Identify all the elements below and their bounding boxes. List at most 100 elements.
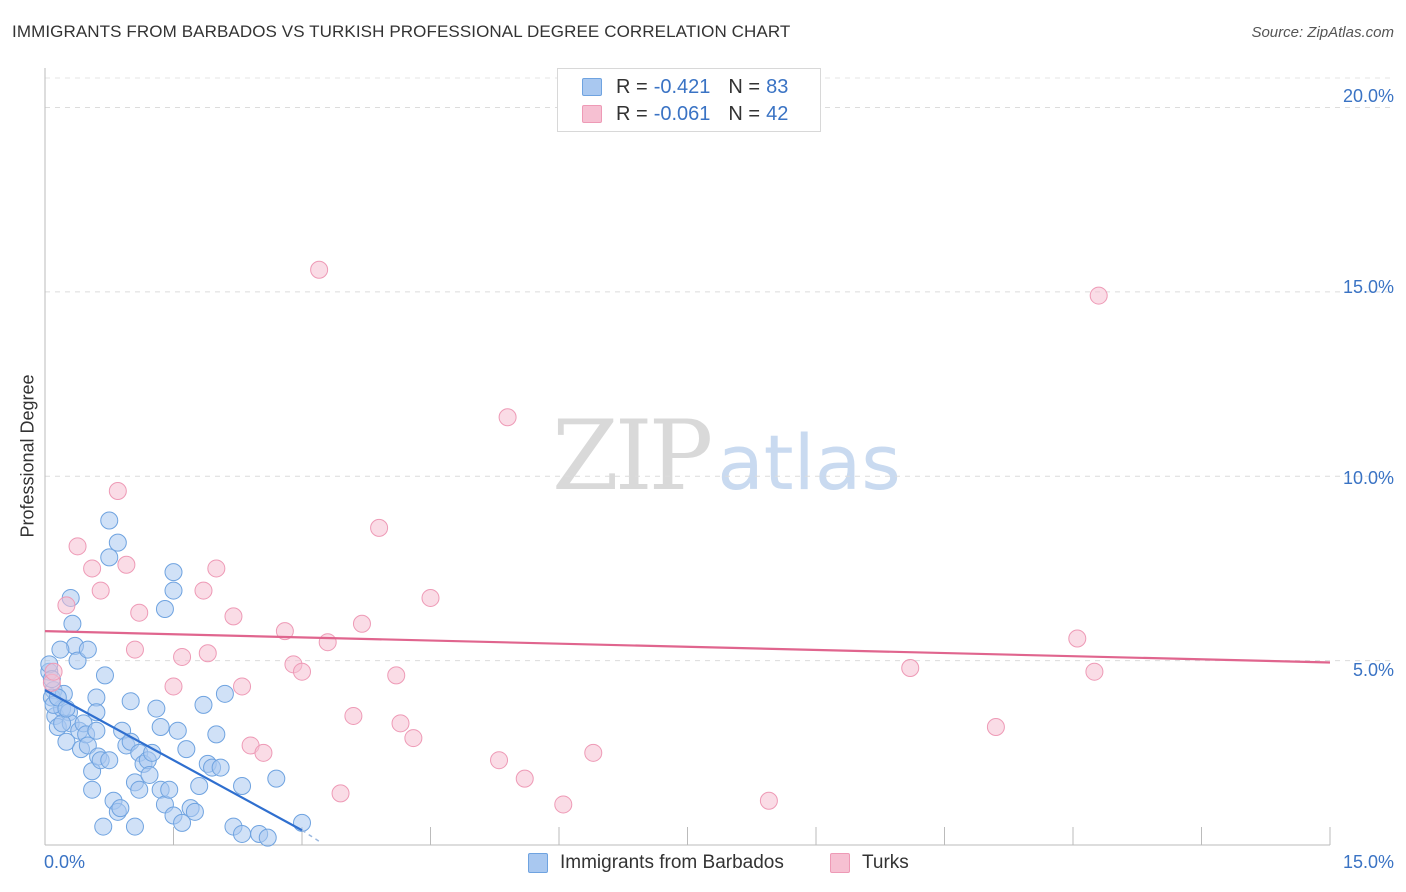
point-turks	[387, 666, 406, 685]
point-barbados	[151, 718, 170, 736]
point-turks	[164, 677, 183, 696]
watermark-atlas: atlas	[717, 418, 901, 507]
point-barbados	[177, 740, 196, 759]
point-turks	[293, 662, 311, 681]
point-turks	[233, 677, 252, 696]
point-turks	[57, 596, 76, 615]
series-legend: Immigrants from Barbados Turks	[0, 852, 1406, 878]
legend-n-label: N =	[728, 75, 761, 98]
source-label: Source: ZipAtlas.com	[1251, 24, 1394, 41]
point-barbados	[100, 511, 119, 530]
point-turks	[1068, 629, 1087, 648]
point-barbados	[57, 732, 76, 751]
point-turks	[68, 537, 87, 556]
point-turks	[404, 729, 423, 748]
point-barbados	[83, 780, 102, 799]
point-barbados	[95, 666, 114, 685]
point-turks	[584, 743, 603, 762]
point-turks	[310, 260, 329, 279]
series-barbados	[40, 511, 311, 847]
point-turks	[194, 581, 213, 600]
chart-title: IMMIGRANTS FROM BARBADOS VS TURKISH PROF…	[12, 22, 791, 41]
point-turks	[498, 408, 517, 427]
point-turks	[318, 633, 337, 652]
point-barbados	[111, 799, 130, 818]
point-turks	[331, 784, 350, 803]
legend-n-label: N =	[728, 102, 761, 125]
point-barbados	[68, 651, 87, 670]
point-turks	[44, 662, 63, 681]
point-barbados	[130, 780, 149, 799]
point-turks	[759, 791, 778, 810]
point-turks	[901, 659, 920, 677]
legend-swatch-pink	[830, 853, 850, 873]
legend-item-turks[interactable]: Turks	[830, 852, 909, 874]
legend-item-barbados[interactable]: Immigrants from Barbados	[528, 852, 784, 874]
y-tick-label: 10.0%	[1342, 468, 1394, 488]
trend-line-barbados-extension	[301, 829, 320, 842]
legend-label-turks: Turks	[862, 852, 909, 873]
grid-lines	[45, 77, 1395, 662]
y-axis-label: Professional Degree	[17, 374, 38, 538]
legend-r-value: -0.061	[653, 102, 711, 125]
point-barbados	[121, 692, 140, 711]
point-barbados	[185, 802, 204, 821]
point-barbados	[267, 769, 286, 788]
point-barbados	[258, 828, 277, 847]
point-barbados	[293, 813, 311, 832]
point-barbados	[160, 780, 179, 799]
point-turks	[83, 559, 102, 578]
legend-row-barbados: R = -0.421 N = 83	[582, 76, 806, 98]
point-barbados	[87, 721, 106, 740]
point-barbados	[63, 614, 82, 633]
legend-row-turks: R = -0.061 N = 42	[582, 103, 806, 125]
point-turks	[130, 603, 149, 622]
legend-r-label: R =	[616, 75, 648, 98]
point-barbados	[94, 817, 113, 836]
point-turks	[490, 751, 509, 770]
point-barbados	[233, 824, 252, 843]
point-barbados	[100, 548, 119, 567]
point-turks	[421, 588, 440, 607]
legend-n-value: 83	[766, 75, 789, 98]
point-barbados	[211, 758, 230, 777]
point-turks	[554, 795, 573, 814]
point-turks	[173, 647, 192, 666]
point-turks	[108, 482, 127, 500]
point-turks	[1089, 286, 1108, 305]
point-turks	[370, 518, 389, 537]
point-barbados	[233, 777, 252, 795]
trend-line-turks	[44, 630, 1331, 664]
point-turks	[391, 714, 410, 733]
watermark-zip: ZIP	[552, 400, 713, 512]
y-tick-label: 5.0%	[1352, 660, 1394, 680]
point-turks	[254, 743, 273, 762]
point-barbados	[100, 751, 119, 770]
point-barbados	[215, 684, 234, 703]
point-barbados	[51, 640, 70, 659]
legend-n-value: 42	[766, 102, 789, 125]
point-barbados	[173, 813, 192, 832]
point-barbados	[194, 695, 213, 714]
point-barbados	[108, 533, 127, 552]
point-barbados	[147, 699, 166, 718]
point-barbados	[190, 777, 209, 795]
point-turks	[352, 614, 371, 633]
legend-swatch-blue	[582, 78, 602, 96]
point-turks	[198, 644, 217, 663]
trend-lines	[44, 630, 1331, 842]
point-turks	[224, 607, 243, 626]
x-tick-label: 0.0%	[44, 852, 86, 872]
point-barbados	[155, 600, 174, 618]
axes	[44, 68, 1331, 846]
point-barbados	[78, 736, 97, 755]
point-barbados	[125, 817, 144, 836]
point-barbados	[164, 563, 183, 582]
legend-label-barbados: Immigrants from Barbados	[560, 852, 784, 873]
series-turks	[42, 260, 1108, 814]
point-turks	[125, 640, 144, 659]
trend-line-barbados	[44, 689, 303, 832]
point-turks	[275, 622, 294, 641]
watermark: ZIP atlas	[552, 400, 901, 512]
